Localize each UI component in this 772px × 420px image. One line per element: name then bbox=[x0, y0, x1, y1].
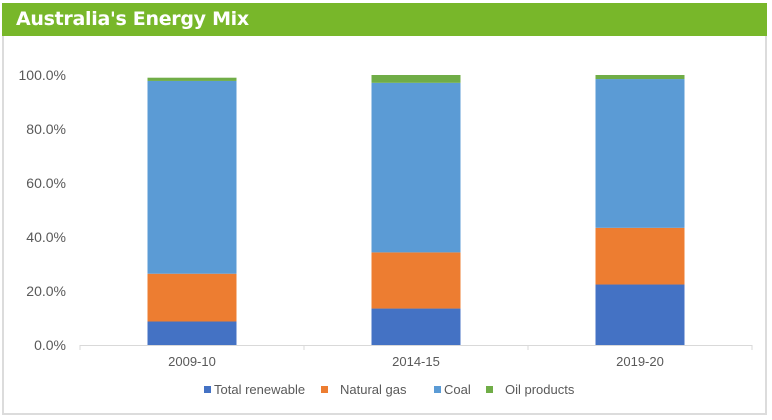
legend-label: Natural gas bbox=[340, 382, 407, 397]
bar-segment bbox=[371, 75, 461, 83]
y-tick-label: 80.0% bbox=[26, 121, 66, 137]
chart-frame bbox=[2, 3, 767, 415]
bar-segment bbox=[147, 273, 237, 322]
bar-segment bbox=[595, 79, 685, 228]
bar-segment bbox=[595, 227, 685, 285]
legend-swatch bbox=[204, 386, 211, 393]
y-tick-label: 40.0% bbox=[26, 229, 66, 245]
y-tick-label: 0.0% bbox=[34, 337, 66, 353]
bar-segment bbox=[371, 308, 461, 345]
y-tick-label: 100.0% bbox=[19, 67, 66, 83]
bar-segment bbox=[595, 284, 685, 345]
y-tick-label: 60.0% bbox=[26, 175, 66, 191]
x-tick-label: 2009-10 bbox=[168, 354, 216, 369]
legend-label: Oil products bbox=[505, 382, 575, 397]
y-tick-label: 20.0% bbox=[26, 283, 66, 299]
legend-swatch bbox=[434, 386, 441, 393]
bar-segment bbox=[147, 321, 237, 345]
bar-segment bbox=[147, 77, 237, 81]
legend-swatch bbox=[321, 386, 328, 393]
title-bar: Australia's Energy Mix bbox=[2, 3, 767, 36]
x-tick-label: 2019-20 bbox=[616, 354, 664, 369]
legend-label: Total renewable bbox=[214, 382, 305, 397]
x-tick-label: 2014-15 bbox=[392, 354, 440, 369]
bar-segment bbox=[371, 252, 461, 309]
legend-swatch bbox=[486, 386, 493, 393]
bar-segment bbox=[371, 82, 461, 253]
bar-segment bbox=[147, 80, 237, 274]
legend-label: Coal bbox=[444, 382, 471, 397]
chart-title: Australia's Energy Mix bbox=[16, 8, 249, 30]
bar-segment bbox=[595, 75, 685, 80]
